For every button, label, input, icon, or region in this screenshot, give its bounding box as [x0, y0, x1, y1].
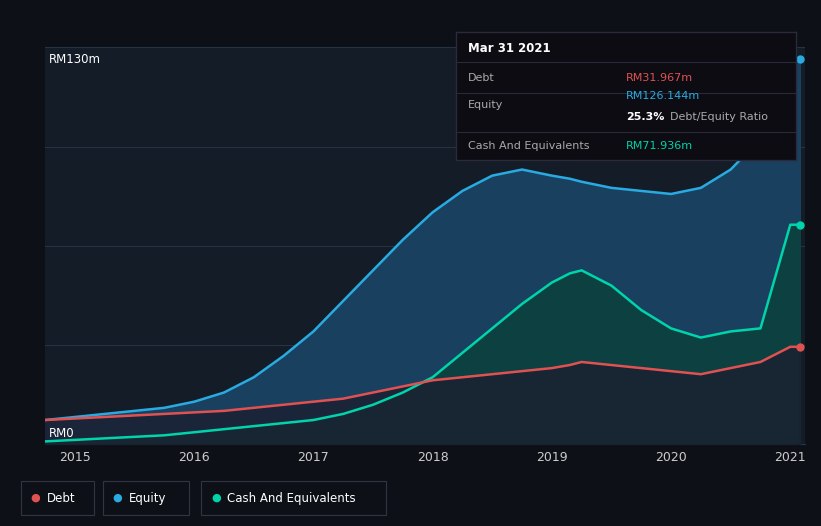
Text: RM0: RM0	[49, 428, 75, 440]
Text: RM31.967m: RM31.967m	[626, 73, 693, 83]
Text: Cash And Equivalents: Cash And Equivalents	[227, 492, 356, 504]
Text: 25.3%: 25.3%	[626, 112, 664, 122]
Text: Mar 31 2021: Mar 31 2021	[468, 42, 550, 55]
Text: Debt/Equity Ratio: Debt/Equity Ratio	[670, 112, 768, 122]
Text: Equity: Equity	[468, 100, 503, 110]
Text: RM130m: RM130m	[49, 53, 101, 66]
Text: RM71.936m: RM71.936m	[626, 141, 693, 151]
Text: Debt: Debt	[47, 492, 76, 504]
Text: ●: ●	[211, 493, 221, 503]
Text: RM126.144m: RM126.144m	[626, 91, 700, 101]
Text: ●: ●	[112, 493, 122, 503]
Text: Debt: Debt	[468, 73, 494, 83]
Text: Equity: Equity	[129, 492, 167, 504]
Text: Cash And Equivalents: Cash And Equivalents	[468, 141, 589, 151]
Text: ●: ●	[30, 493, 40, 503]
